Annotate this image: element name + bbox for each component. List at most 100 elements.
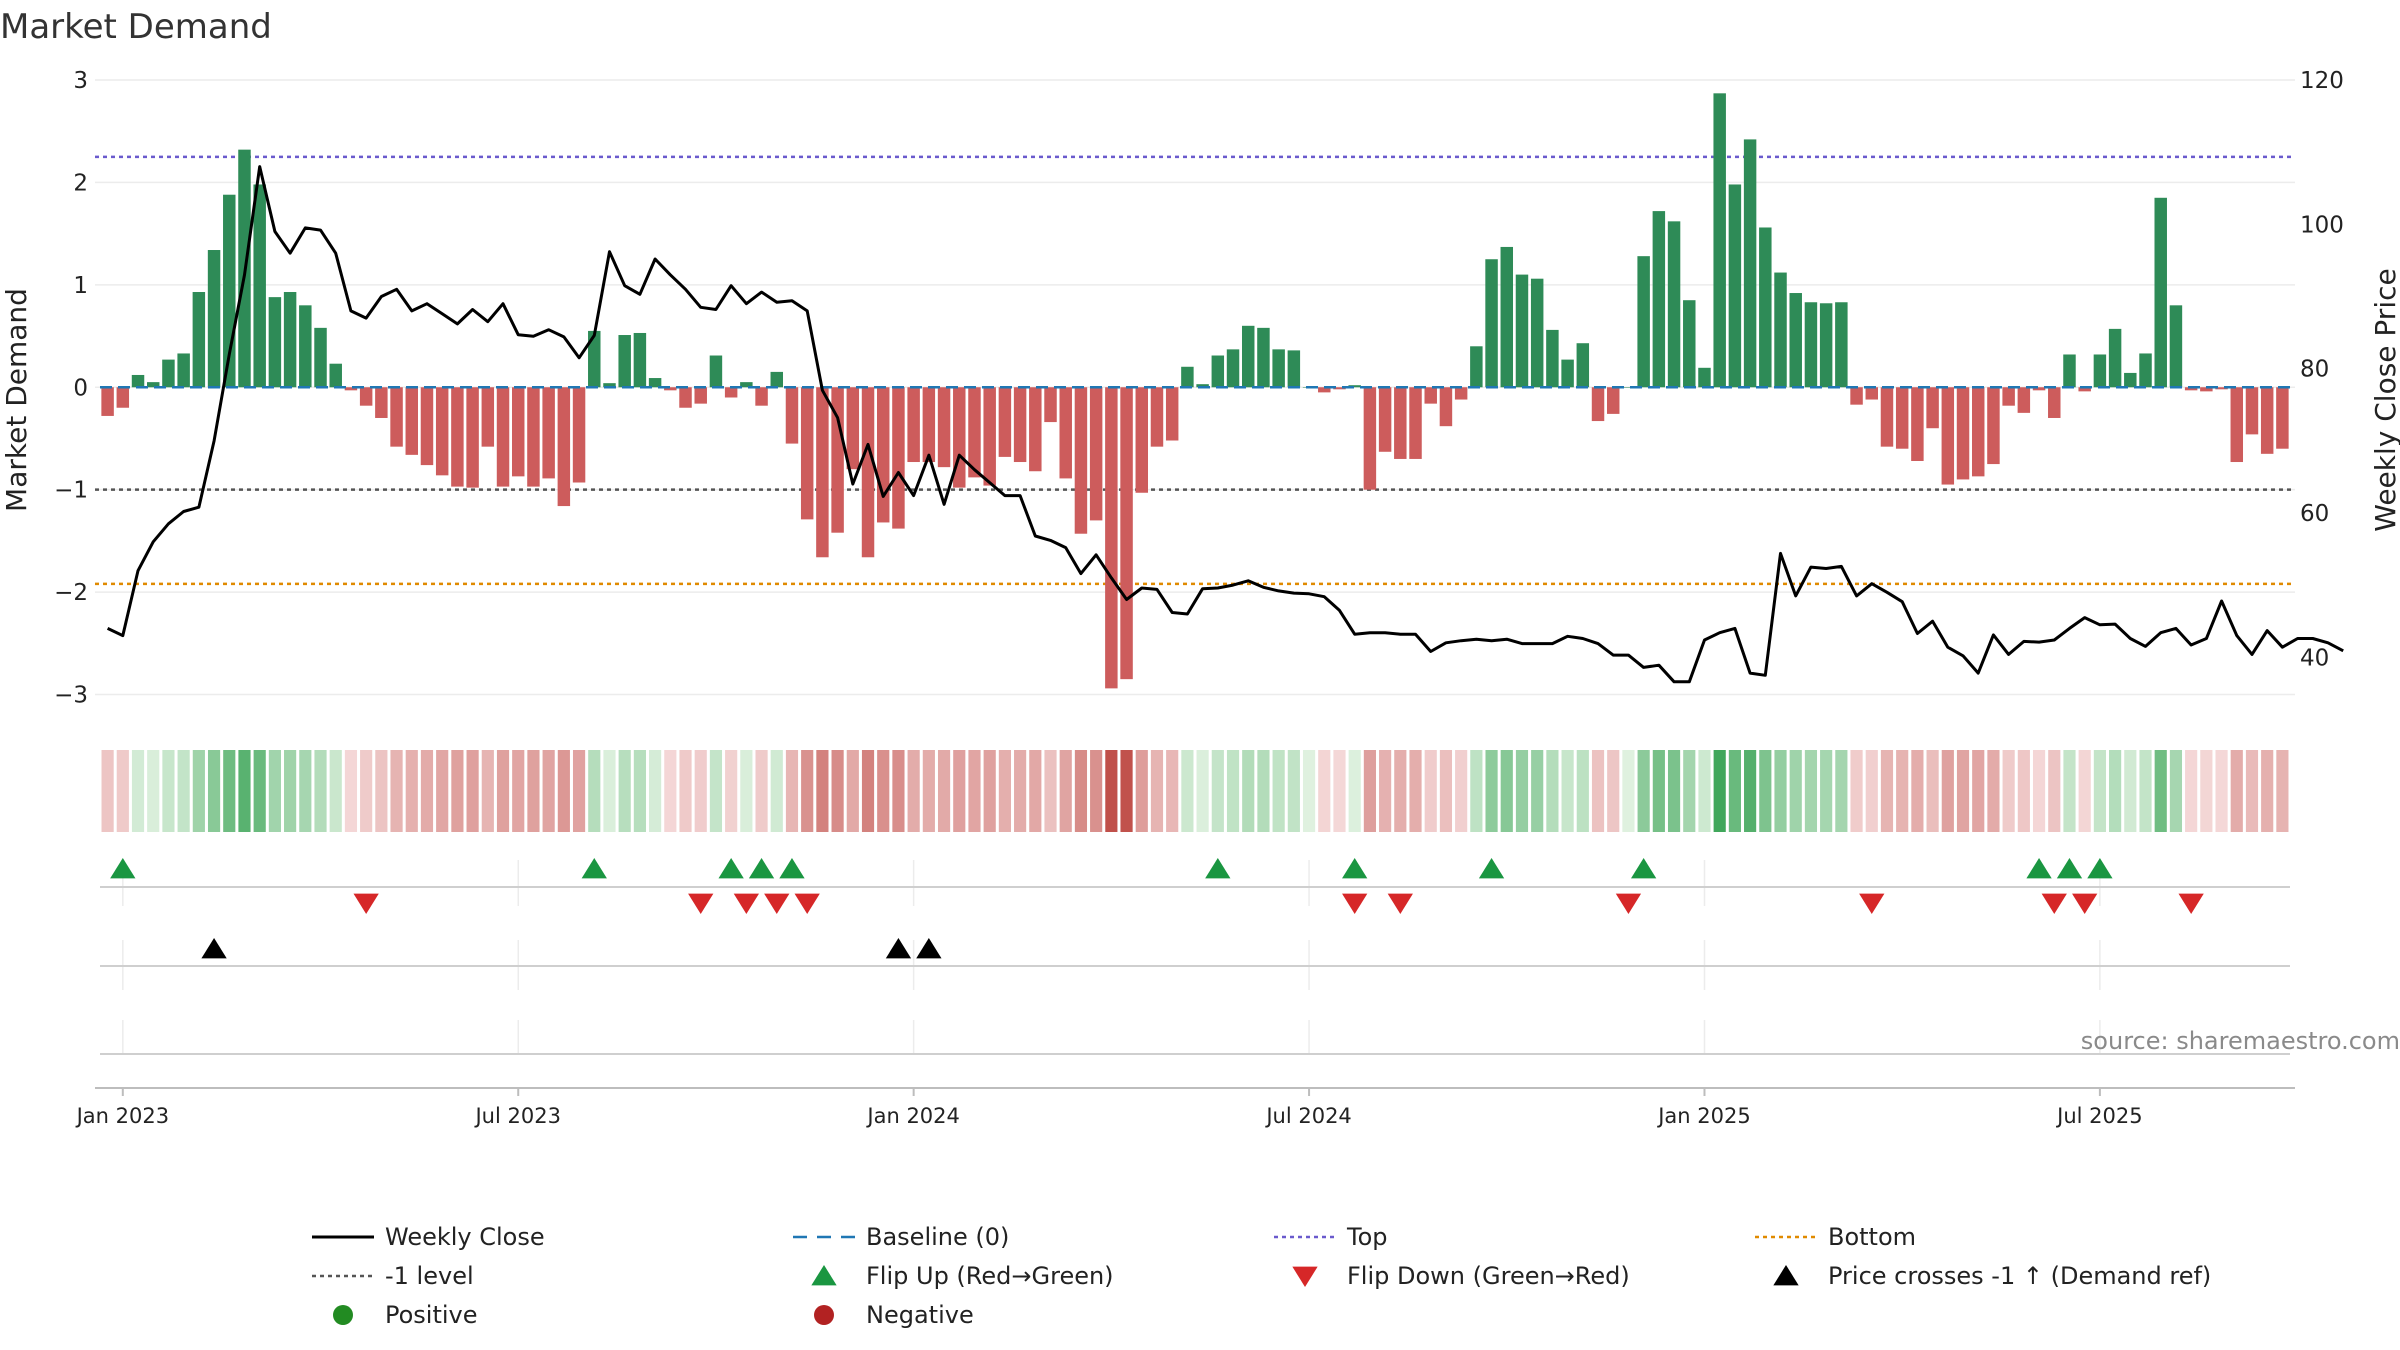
flip-up-marker	[2056, 858, 2083, 879]
demand-bar	[1546, 329, 1559, 388]
legend-label: -1 level	[385, 1262, 474, 1290]
heat-cell	[2139, 750, 2152, 832]
demand-bar	[2108, 328, 2122, 388]
demand-bar	[1074, 387, 1088, 534]
bottom-vertical-gridlines	[122, 1020, 2101, 1054]
heat-cell	[1302, 750, 1316, 832]
y-tick-label: 3	[73, 68, 88, 94]
demand-bar	[603, 383, 616, 388]
x-axis-ticks: Jan 2023 Jul 2023 Jan 2024 Jul 2024 Jan 2025…	[75, 1088, 2143, 1128]
demand-bar	[1439, 387, 1453, 427]
flip-up-marker	[748, 858, 775, 879]
demand-bar	[2200, 387, 2213, 392]
heat-cell	[1789, 750, 1802, 832]
demand-bar	[1698, 367, 1711, 388]
heat-cell	[1744, 750, 1757, 832]
demand-bar	[2139, 353, 2152, 388]
heat-cell	[1226, 750, 1240, 832]
heat-cell	[694, 750, 707, 832]
y2-tick-label: 100	[2300, 212, 2344, 238]
heat-cell	[1683, 750, 1696, 832]
demand-bar	[146, 382, 160, 388]
demand-bar	[785, 387, 799, 444]
x-tick-label: Jul 2023	[473, 1104, 560, 1128]
heat-cell	[1622, 750, 1635, 832]
heat-cell	[2078, 750, 2091, 832]
demand-bar	[2063, 354, 2076, 388]
heat-cell	[2154, 750, 2167, 832]
heat-cell	[1591, 750, 1605, 832]
heat-cell	[1576, 750, 1589, 832]
heat-cell	[755, 750, 768, 832]
demand-bar	[1683, 300, 1696, 388]
demand-bar	[192, 292, 206, 388]
demand-bar	[481, 387, 495, 447]
legend-item: Top	[1274, 1223, 1388, 1251]
flip-up-markers	[110, 858, 2113, 879]
bottom-panel: Jan 2023 Jul 2023 Jan 2024 Jul 2024 Jan 2025…	[75, 1020, 2400, 1128]
legend-triangle-down-icon	[1292, 1266, 1318, 1287]
heat-cell	[572, 750, 586, 832]
heat-cell	[1607, 750, 1620, 832]
demand-bar	[1409, 387, 1422, 459]
demand-bar	[496, 387, 510, 487]
demand-bar	[207, 250, 221, 388]
demand-bar	[1470, 346, 1483, 388]
demand-bar	[542, 387, 555, 479]
y2-tick-label: 40	[2300, 645, 2329, 671]
demand-bar	[1530, 278, 1544, 388]
demand-bar	[1165, 387, 1179, 441]
demand-bar	[892, 387, 905, 529]
demand-bar	[314, 327, 327, 388]
heat-cell	[2093, 750, 2106, 832]
x-tick-label: Jul 2024	[1264, 1104, 1351, 1128]
cross-markers-panel	[100, 938, 2290, 990]
y-tick-label: −3	[54, 683, 88, 709]
legend-label: Weekly Close	[385, 1223, 545, 1251]
heat-cell	[1850, 750, 1863, 832]
demand-bar	[435, 387, 449, 476]
heat-cell	[2002, 750, 2015, 832]
demand-heat-strip	[101, 750, 2289, 832]
heat-cell	[892, 750, 905, 832]
demand-bar	[1759, 227, 1772, 388]
left-axis-label: Market Demand	[0, 288, 33, 512]
y-tick-label: 2	[73, 170, 88, 196]
heat-cell	[1150, 750, 1164, 832]
y-tick-label: −2	[54, 580, 88, 606]
demand-bar	[1911, 387, 1924, 461]
demand-bar	[770, 371, 784, 388]
demand-bar	[694, 387, 707, 404]
heat-cell	[192, 750, 205, 832]
demand-bar	[1880, 387, 1894, 447]
demand-bar	[1059, 387, 1072, 479]
heat-cell	[1348, 750, 1361, 832]
demand-bar	[1485, 259, 1498, 388]
heat-cell	[861, 750, 875, 832]
heat-cell	[1439, 750, 1453, 832]
heat-cell	[998, 750, 1011, 832]
heat-cell	[1485, 750, 1498, 832]
legend-item: Weekly Close	[312, 1223, 545, 1251]
demand-bar	[1987, 387, 2000, 465]
demand-bar	[998, 387, 1012, 457]
legend-label: Flip Up (Red→Green)	[866, 1262, 1114, 1290]
flip-up-marker	[581, 858, 607, 879]
heat-cell	[1896, 750, 1909, 832]
demand-bar	[1728, 184, 1742, 388]
heat-cell	[2185, 750, 2198, 832]
heat-cell	[1074, 750, 1088, 832]
x-tick-label: Jan 2025	[1656, 1104, 1751, 1128]
flip-vertical-gridlines	[122, 860, 2101, 906]
heat-cell	[542, 750, 555, 832]
demand-bar	[1865, 387, 1879, 400]
heat-cell	[1029, 750, 1042, 832]
demand-bar	[1926, 387, 1939, 429]
y-tick-label: 1	[73, 273, 88, 299]
demand-bar	[1804, 302, 1818, 388]
heat-cell	[2063, 750, 2076, 832]
heat-cell	[1105, 750, 1118, 832]
demand-bar	[922, 387, 936, 463]
legend-circle-icon	[333, 1305, 353, 1325]
heat-cell	[223, 750, 236, 832]
